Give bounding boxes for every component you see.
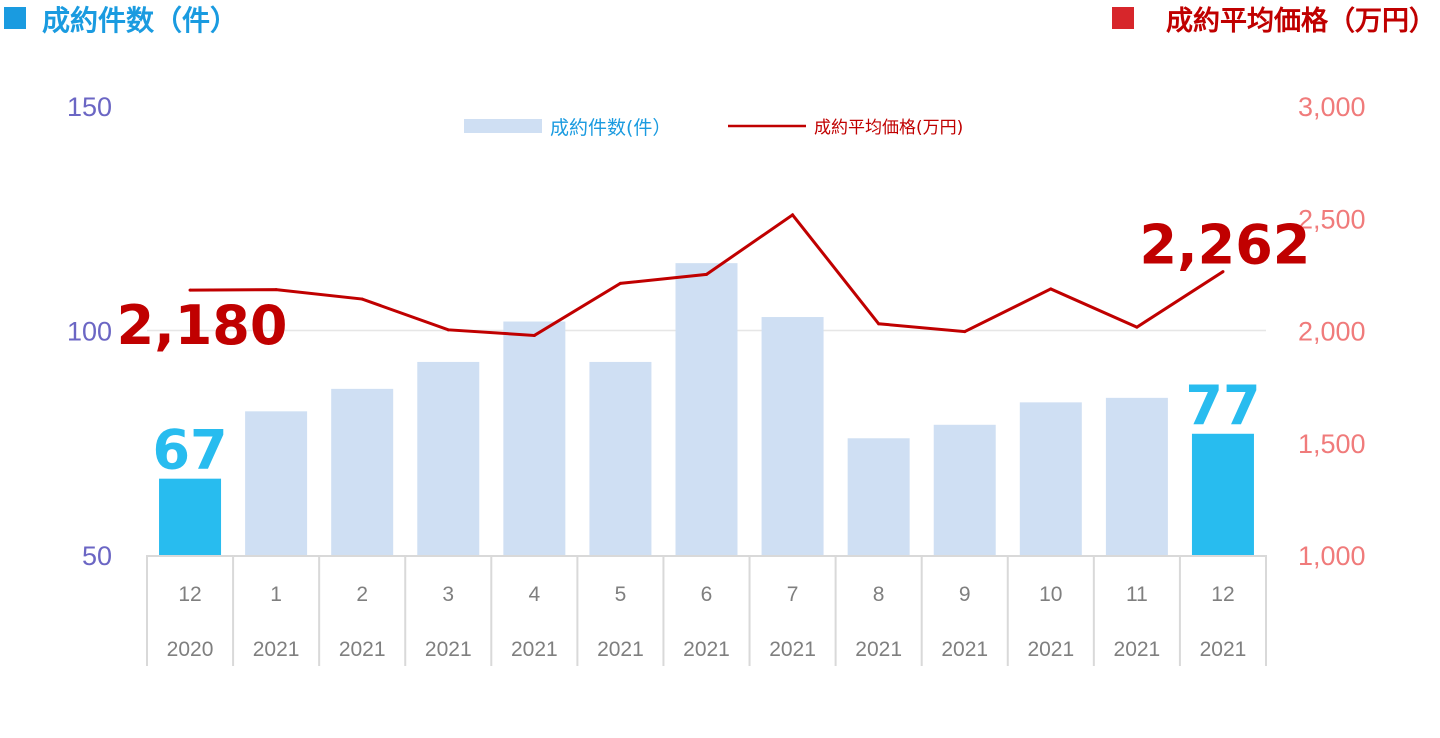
month-label: 10 xyxy=(1039,583,1062,606)
bar-1 xyxy=(245,411,308,555)
year-label: 2021 xyxy=(941,638,988,661)
month-label: 4 xyxy=(529,583,541,606)
legend-bar-swatch xyxy=(464,119,542,133)
year-label: 2021 xyxy=(855,638,902,661)
line-point-1 xyxy=(274,288,278,292)
right-tick-label: 2,000 xyxy=(1298,317,1366,347)
line-data-label: 2,180 xyxy=(117,294,288,357)
month-label: 1 xyxy=(270,583,282,606)
bar-data-label: 67 xyxy=(152,419,227,482)
left-title-square-icon xyxy=(4,7,26,29)
bar-data-label: 77 xyxy=(1185,374,1260,437)
month-label: 12 xyxy=(1211,583,1234,606)
month-label: 6 xyxy=(701,583,713,606)
bar-4 xyxy=(503,321,566,555)
bar-6 xyxy=(675,263,738,555)
left-tick-label: 50 xyxy=(82,541,112,571)
year-label: 2021 xyxy=(769,638,816,661)
year-label: 2021 xyxy=(683,638,730,661)
left-tick-label: 100 xyxy=(67,317,112,347)
month-label: 8 xyxy=(873,583,885,606)
month-label: 7 xyxy=(787,583,799,606)
legend-bar-label: 成約件数(件） xyxy=(550,117,671,139)
right-tick-label: 3,000 xyxy=(1298,92,1366,122)
line-point-10 xyxy=(1049,287,1053,291)
year-label: 2021 xyxy=(511,638,558,661)
right-tick-label: 1,500 xyxy=(1298,429,1366,459)
left-axis-title: 成約件数（件） xyxy=(42,4,238,37)
bar-3 xyxy=(417,361,480,555)
legend: 成約件数(件） 成約平均価格(万円) xyxy=(464,117,963,139)
line-point-9 xyxy=(963,330,967,334)
line-point-4 xyxy=(532,333,536,337)
year-label: 2021 xyxy=(597,638,644,661)
line-point-2 xyxy=(360,297,364,301)
line-point-11 xyxy=(1135,325,1139,329)
bar-9 xyxy=(933,424,996,555)
year-label: 2021 xyxy=(1027,638,1074,661)
line-data-label: 2,262 xyxy=(1140,214,1311,277)
year-label: 2021 xyxy=(425,638,472,661)
bar-0 xyxy=(159,478,222,555)
bar-7 xyxy=(761,317,824,555)
line-point-8 xyxy=(877,322,881,326)
bar-10 xyxy=(1019,402,1082,555)
line-point-3 xyxy=(446,328,450,332)
line-point-12 xyxy=(1221,270,1225,274)
left-tick-label: 150 xyxy=(67,92,112,122)
month-label: 11 xyxy=(1126,583,1148,606)
month-label: 12 xyxy=(178,583,201,606)
month-label: 3 xyxy=(442,583,454,606)
year-label: 2021 xyxy=(1200,638,1247,661)
year-label: 2021 xyxy=(339,638,386,661)
month-label: 2 xyxy=(356,583,368,606)
bar-8 xyxy=(847,438,910,555)
bar-12 xyxy=(1191,433,1254,555)
right-tick-label: 1,000 xyxy=(1298,541,1366,571)
line-point-5 xyxy=(618,281,622,285)
month-label: 9 xyxy=(959,583,971,606)
year-label: 2021 xyxy=(253,638,300,661)
line-point-0 xyxy=(188,288,192,292)
line-point-6 xyxy=(705,272,708,276)
right-axis-title: 成約平均価格（万円） xyxy=(1166,5,1436,37)
right-tick-label: 2,500 xyxy=(1298,204,1366,234)
right-title-square-icon xyxy=(1112,7,1134,29)
bar-11 xyxy=(1105,397,1168,555)
bar-5 xyxy=(589,361,652,555)
month-label: 5 xyxy=(615,583,627,606)
bar-2 xyxy=(331,388,394,555)
legend-line-label: 成約平均価格(万円) xyxy=(814,118,963,138)
line-point-7 xyxy=(791,213,795,217)
year-label: 2021 xyxy=(1114,638,1161,661)
year-label: 2020 xyxy=(167,638,214,661)
